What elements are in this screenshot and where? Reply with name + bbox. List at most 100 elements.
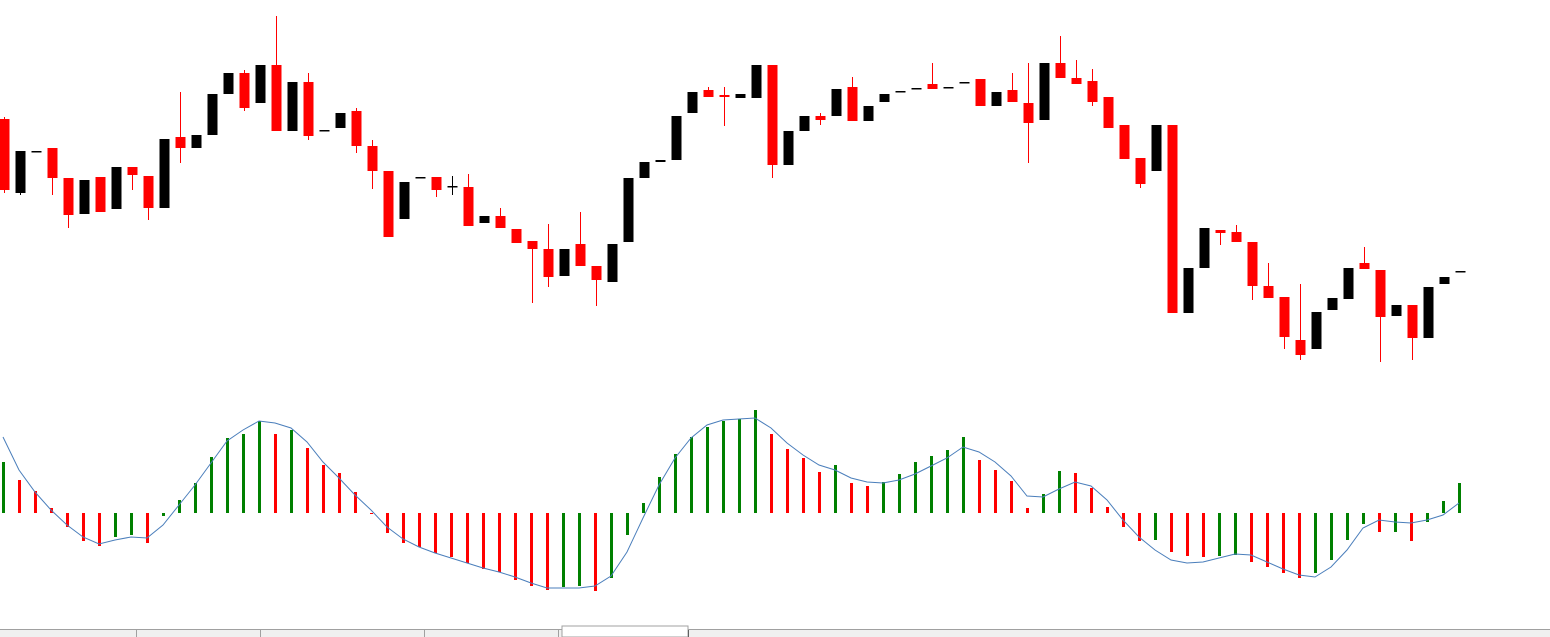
histogram-bar xyxy=(1346,513,1349,540)
candle-body xyxy=(1247,242,1258,286)
histogram-bar xyxy=(1218,513,1221,556)
histogram-bar xyxy=(674,454,677,513)
candle-body xyxy=(255,65,266,103)
histogram-bar xyxy=(130,513,133,535)
histogram-bar xyxy=(930,456,933,513)
candle-body xyxy=(863,106,874,121)
candle-body xyxy=(543,249,554,277)
candle-body xyxy=(527,241,538,249)
candle-body xyxy=(719,95,730,97)
active-tab[interactable] xyxy=(561,625,689,637)
histogram-bar xyxy=(866,486,869,513)
candle-body xyxy=(1343,268,1354,299)
histogram-bar xyxy=(1458,483,1461,513)
histogram-bar xyxy=(322,465,325,513)
candle-body xyxy=(447,186,458,188)
histogram-bar xyxy=(1074,473,1077,513)
histogram-bar xyxy=(178,500,181,513)
candle-body xyxy=(127,167,138,175)
histogram-bar xyxy=(306,448,309,513)
candle-body xyxy=(879,94,890,102)
candle-body xyxy=(1087,81,1098,102)
histogram-bar xyxy=(1330,513,1333,560)
candle-body xyxy=(1423,287,1434,338)
histogram-bar xyxy=(770,434,773,513)
histogram-bar xyxy=(1026,508,1029,513)
histogram-bar xyxy=(1090,488,1093,513)
histogram-bar xyxy=(978,460,981,513)
candle-body xyxy=(895,91,906,93)
histogram-bar xyxy=(1170,513,1173,552)
histogram-bar xyxy=(482,513,485,569)
candle-body xyxy=(1167,125,1178,313)
histogram-bar xyxy=(354,492,357,513)
candle-body xyxy=(831,89,842,116)
histogram-bar xyxy=(562,513,565,587)
candle-body xyxy=(1295,340,1306,355)
candle-body xyxy=(303,82,314,136)
candle-body xyxy=(1023,103,1034,123)
histogram-bar xyxy=(690,437,693,513)
histogram-bar xyxy=(1266,513,1269,567)
candle-body xyxy=(1263,286,1274,298)
candle-body xyxy=(943,87,954,89)
candle-body xyxy=(159,139,170,208)
candle-body xyxy=(143,176,154,208)
histogram-bar xyxy=(802,458,805,513)
histogram-bar xyxy=(642,503,645,513)
histogram-bar xyxy=(626,513,629,535)
histogram-bar xyxy=(1362,513,1365,524)
histogram-bar xyxy=(786,449,789,513)
candle-body xyxy=(111,167,122,209)
histogram-bar xyxy=(914,462,917,513)
histogram-bar xyxy=(162,513,165,516)
candle-body xyxy=(1055,63,1066,78)
candle-body xyxy=(0,119,10,190)
candle-body xyxy=(703,90,714,97)
histogram-bar xyxy=(1202,513,1205,557)
candle-body xyxy=(767,65,778,165)
candle-body xyxy=(671,116,682,160)
histogram-bar xyxy=(898,474,901,513)
candle-body xyxy=(751,65,762,98)
candle-body xyxy=(1407,305,1418,338)
candle-body xyxy=(927,84,938,89)
histogram-bar xyxy=(1298,513,1301,578)
candle-body xyxy=(1119,125,1130,159)
candle-body xyxy=(415,177,426,179)
candle-body xyxy=(207,94,218,135)
candle-body xyxy=(31,151,42,153)
histogram-bar xyxy=(66,513,69,527)
candle-body xyxy=(95,177,106,212)
candle-body xyxy=(319,130,330,132)
candle-body xyxy=(1007,90,1018,102)
candle-body xyxy=(271,65,282,131)
candle-body xyxy=(47,148,58,178)
histogram-bar xyxy=(450,513,453,557)
histogram-bar xyxy=(1138,513,1141,541)
histogram-bar xyxy=(274,434,277,513)
histogram-bar xyxy=(1154,513,1157,540)
candle-body xyxy=(463,187,474,226)
histogram-bar xyxy=(498,513,501,572)
candle-body xyxy=(431,177,442,190)
candle-body xyxy=(783,131,794,165)
histogram-bar xyxy=(1442,501,1445,513)
candle-body xyxy=(15,151,26,193)
candle-body xyxy=(1151,125,1162,171)
histogram-bar xyxy=(466,513,469,563)
candle-body xyxy=(911,88,922,90)
histogram-bar xyxy=(994,470,997,513)
signal-line xyxy=(2,417,1460,589)
histogram-bar xyxy=(610,513,613,578)
histogram-bar xyxy=(194,483,197,513)
histogram-bar xyxy=(1426,513,1429,522)
candle-body xyxy=(495,216,506,228)
candle-body xyxy=(1071,78,1082,84)
histogram-bar xyxy=(722,421,725,513)
histogram-bar xyxy=(82,513,85,541)
histogram-bar xyxy=(1042,494,1045,513)
candle-body xyxy=(1231,232,1242,242)
histogram-bar xyxy=(146,513,149,543)
